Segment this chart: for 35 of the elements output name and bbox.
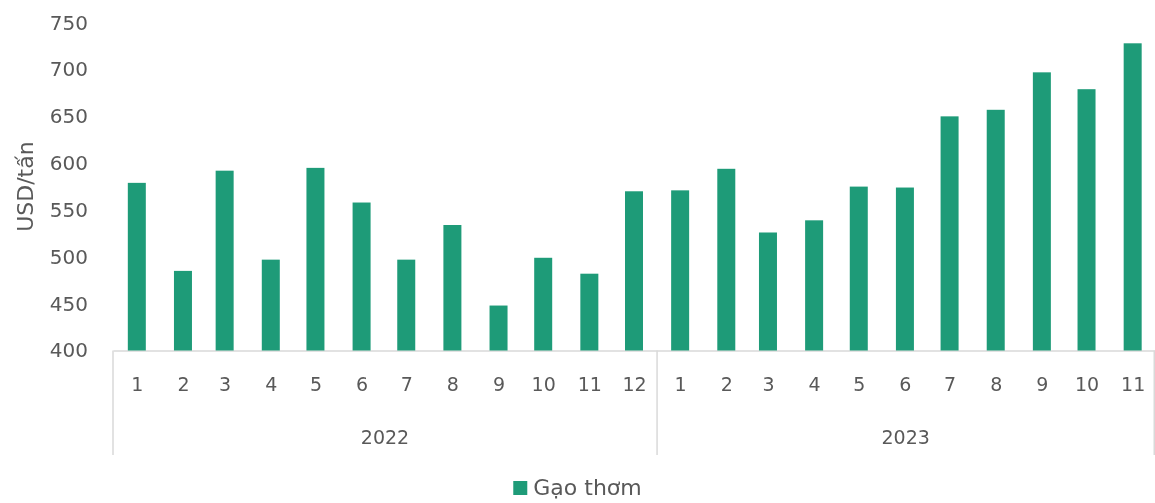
y-tick-label: 500 — [49, 244, 88, 269]
x-tick-label: 1 — [131, 372, 144, 395]
x-tick-label: 4 — [808, 372, 821, 395]
x-tick-label: 9 — [1036, 372, 1049, 395]
x-tick-label: 5 — [309, 372, 322, 395]
x-tick-label: 12 — [622, 372, 647, 395]
x-tick-label: 7 — [944, 372, 957, 395]
x-tick-label: 10 — [1074, 372, 1100, 395]
x-tick-label: 6 — [356, 372, 369, 395]
text: 2022 — [360, 426, 410, 448]
y-tick-label: 750 — [49, 10, 88, 35]
x-tick-label: 1 — [674, 372, 687, 395]
y-tick-label: 400 — [49, 338, 88, 363]
x-tick-label: 11 — [577, 372, 602, 395]
y-tick-label: 700 — [49, 57, 88, 82]
x-tick-label: 10 — [531, 372, 556, 395]
y-tick-label: 450 — [49, 291, 88, 316]
x-tick-label: 3 — [219, 372, 232, 395]
y-tick-label: 600 — [49, 151, 88, 176]
y-tick-label: 550 — [49, 197, 88, 222]
x-tick-label: 3 — [762, 372, 775, 395]
x-tick-label: 8 — [446, 372, 459, 395]
x-tick-label: 2 — [177, 372, 190, 395]
y-tick-label: 650 — [49, 104, 88, 129]
legend-label: Gạo thơm — [533, 475, 642, 500]
x-tick-label: 11 — [1121, 372, 1146, 395]
x-tick-label: 2 — [720, 372, 733, 395]
x-tick-label: 9 — [492, 372, 506, 395]
text: 2023 — [881, 426, 930, 448]
x-tick-label: 5 — [853, 372, 866, 395]
x-tick-label: 8 — [990, 372, 1003, 395]
y-axis-title: USD/tấn — [13, 141, 38, 232]
x-tick-label: 6 — [899, 372, 912, 395]
x-tick-label: 4 — [265, 372, 278, 395]
x-tick-label: 7 — [400, 372, 413, 395]
